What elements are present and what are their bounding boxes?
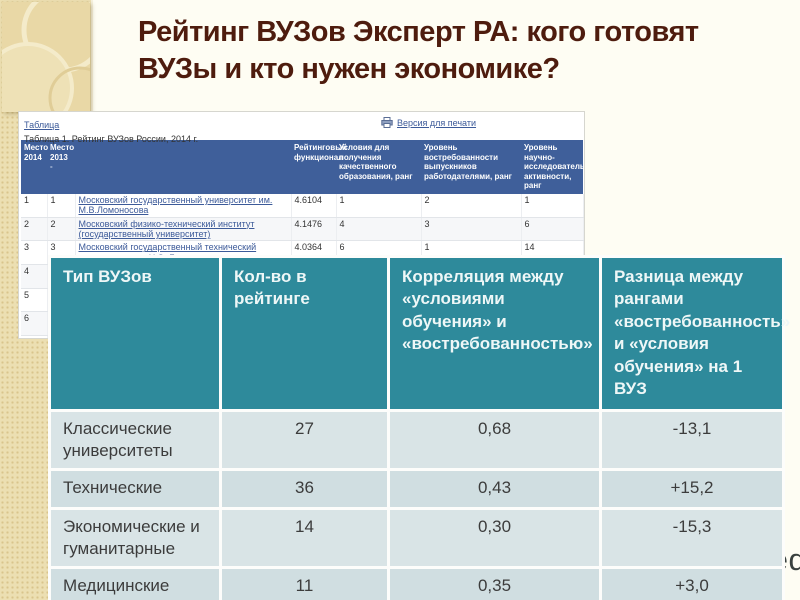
university-cell: Московский физико-технический институт (…: [75, 217, 292, 242]
summary-table-row: Экономические и гуманитарные 14 0,30 -15…: [51, 509, 782, 566]
table-caption: Таблица 1. Рейтинг ВУЗов России, 2014 г.: [24, 134, 199, 144]
slide-title: Рейтинг ВУЗов Эксперт РА: кого готовят В…: [138, 16, 699, 86]
count-cell: 27: [222, 411, 387, 468]
summary-header-row: Тип ВУЗов Кол-во в рейтинге Корреляция м…: [51, 258, 790, 409]
count-cell: 36: [222, 470, 387, 507]
difference-cell: -13,1: [602, 411, 782, 468]
difference-cell: -15,3: [602, 509, 782, 566]
column-header-functional: Рейтинговый функционал: [291, 140, 347, 194]
place-2014-cell: 7: [21, 335, 48, 338]
university-link[interactable]: Московский физико-технический институт (…: [78, 218, 255, 239]
webpage-header: Таблица Таблица 1. Рейтинг ВУЗов России,…: [19, 112, 584, 144]
ranking-table-row: 2 2 Московский физико-технический инстит…: [21, 217, 584, 242]
corner-ornament: [2, 2, 90, 112]
summary-table-row: Технические 36 0,43 +15,2: [51, 470, 782, 507]
column-header-conditions: Условия для получения качественного обра…: [336, 140, 421, 194]
vuz-type-cell: Технические: [51, 470, 219, 507]
column-header-place-2013[interactable]: Место 2013 -: [47, 140, 75, 194]
place-2014-cell: 6: [21, 311, 48, 337]
count-cell: 14: [222, 509, 387, 566]
demand-rank-cell: 3: [421, 217, 522, 242]
correlation-cell: 0,30: [390, 509, 599, 566]
difference-cell: +3,0: [602, 569, 782, 600]
print-version-link[interactable]: Версия для печати: [397, 117, 477, 128]
place-2013-cell: 1: [47, 193, 76, 218]
printer-icon: [381, 117, 393, 128]
column-header-university: [75, 140, 291, 194]
summary-table-row: Классические университеты 27 0,68 -13,1: [51, 411, 782, 468]
place-2014-cell: 2: [21, 217, 48, 242]
place-2013-cell: 2: [47, 217, 76, 242]
correlation-cell: 0,68: [390, 411, 599, 468]
vuz-type-cell: Классические университеты: [51, 411, 219, 468]
difference-cell: +15,2: [602, 470, 782, 507]
ranking-table-header-row: Место 2014 Место 2013 - Рейтинговый функ…: [21, 140, 584, 194]
correlation-cell: 0,43: [390, 470, 599, 507]
summary-table-row: Медицинские 11 0,35 +3,0: [51, 569, 782, 600]
place-2014-cell: 3: [21, 240, 48, 266]
correlation-cell: 0,35: [390, 569, 599, 600]
summary-column-type: Тип ВУЗов: [51, 258, 219, 409]
sort-indicator: -: [50, 162, 53, 172]
vuz-type-cell: Медицинские: [51, 569, 219, 600]
column-header-demand: Уровень востребованности выпускников раб…: [421, 140, 521, 194]
university-link[interactable]: Московский государственный университет и…: [78, 194, 273, 216]
place-2014-cell: 5: [21, 288, 48, 313]
place-2014-cell: 4: [21, 264, 48, 289]
conditions-rank-cell: 4: [336, 217, 422, 242]
research-rank-cell: 6: [521, 217, 584, 242]
research-rank-cell: 1: [521, 193, 584, 218]
ranking-table-row: 1 1 Московский государственный университ…: [21, 193, 584, 218]
circles-ornament-icon: [2, 2, 90, 112]
conditions-rank-cell: 1: [336, 193, 422, 218]
column-header-research: Уровень научно-исследовательской активно…: [521, 140, 584, 194]
place-2014-cell: 1: [21, 193, 48, 218]
count-cell: 11: [222, 569, 387, 600]
summary-column-count: Кол-во в рейтинге: [222, 258, 387, 409]
column-header-place-2014: Место 2014: [21, 140, 48, 194]
summary-column-rank-difference: Разница между рангами «востребованность»…: [602, 258, 790, 409]
functional-cell: 4.1476: [291, 217, 337, 242]
functional-cell: 4.6104: [291, 193, 337, 218]
summary-column-correlation: Корреляция между «условиями обучения» и …: [390, 258, 599, 409]
university-cell: Московский государственный университет и…: [75, 193, 292, 218]
demand-rank-cell: 2: [421, 193, 522, 218]
table-breadcrumb-link[interactable]: Таблица: [24, 120, 60, 130]
vuz-type-cell: Экономические и гуманитарные: [51, 509, 219, 566]
summary-table: Тип ВУЗов Кол-во в рейтинге Корреляция м…: [48, 255, 790, 600]
